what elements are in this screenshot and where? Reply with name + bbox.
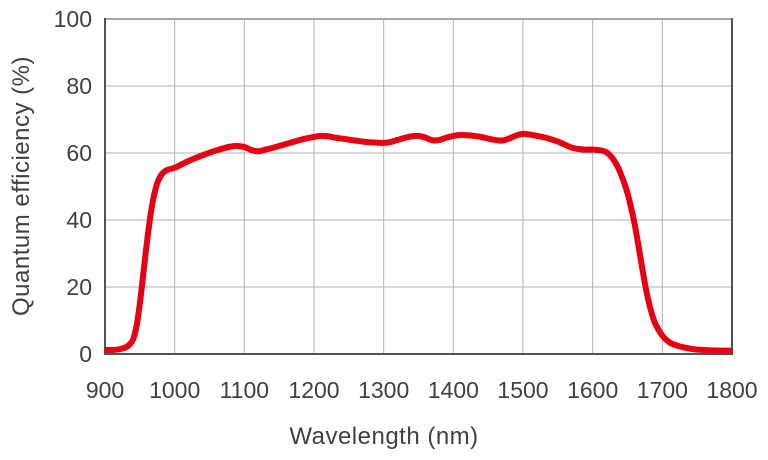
x-tick-label: 1400 xyxy=(427,377,479,403)
x-axis-title: Wavelength (nm) xyxy=(289,423,479,450)
y-tick-label: 20 xyxy=(66,274,92,300)
x-tick-label: 1800 xyxy=(706,377,758,403)
x-tick-label: 1600 xyxy=(567,377,619,403)
y-axis-title: Quantum efficiency (%) xyxy=(8,56,35,316)
y-tick-label: 0 xyxy=(79,341,92,367)
qe-curve xyxy=(104,130,732,354)
y-tick-label: 100 xyxy=(53,6,92,32)
y-tick-label: 80 xyxy=(66,73,92,99)
x-tick-label: 1500 xyxy=(497,377,549,403)
x-tick-label: 1000 xyxy=(149,377,201,403)
y-tick-label: 40 xyxy=(66,207,92,233)
x-tick-label: 1700 xyxy=(636,377,688,403)
x-tick-label: 900 xyxy=(85,377,125,403)
x-tick-label: 1100 xyxy=(219,377,270,403)
y-tick-label: 60 xyxy=(66,140,92,166)
x-tick-label: 1200 xyxy=(288,377,340,403)
x-tick-label: 1300 xyxy=(358,377,410,403)
